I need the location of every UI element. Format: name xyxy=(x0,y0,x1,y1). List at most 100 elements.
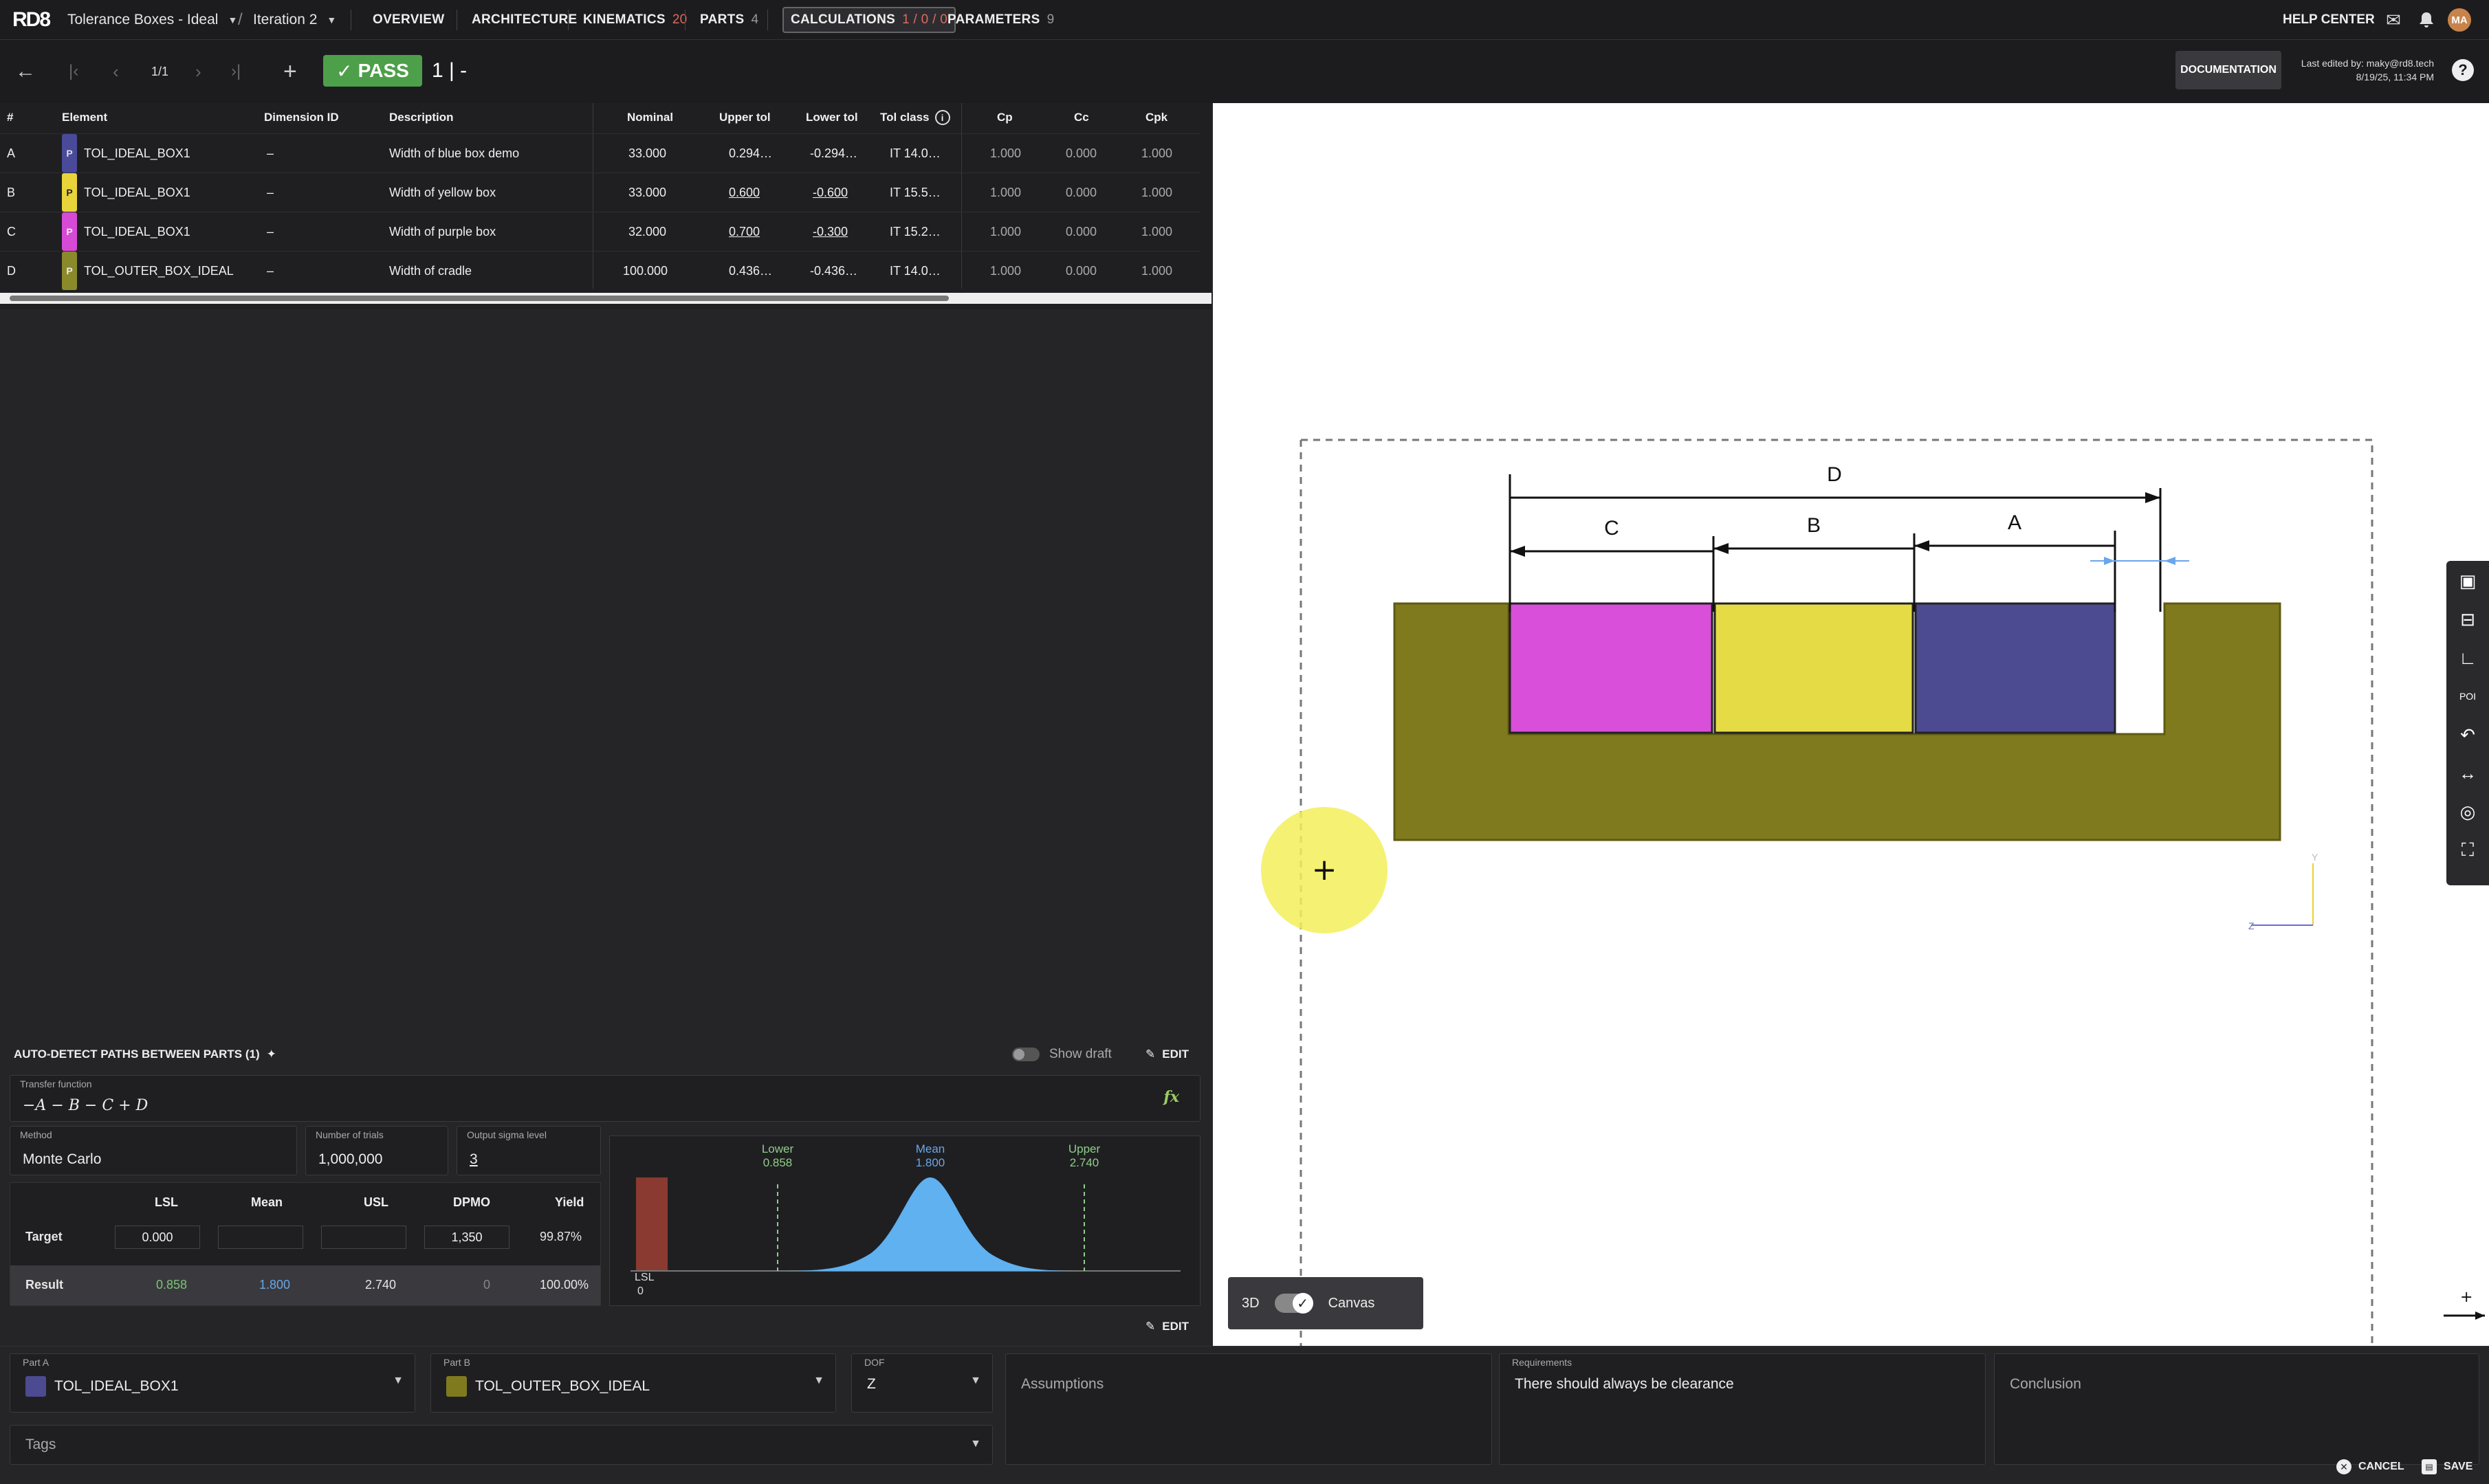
function-icon[interactable]: fx xyxy=(1163,1088,1179,1106)
add-icon[interactable]: + xyxy=(283,58,297,85)
dof-select[interactable]: DOF Z ▼ xyxy=(851,1353,993,1413)
help-center-link[interactable]: HELP CENTER xyxy=(2283,12,2375,27)
field-label: Number of trials xyxy=(316,1129,384,1140)
next-page-icon[interactable]: › xyxy=(195,60,201,82)
dimension-tool-icon[interactable]: ⊟ xyxy=(2460,608,2475,630)
requirements-field[interactable]: Requirements There should always be clea… xyxy=(1499,1353,1986,1465)
part-b-select[interactable]: Part B TOL_OUTER_BOX_IDEAL ▼ xyxy=(430,1353,836,1413)
result-row: Result 0.858 1.800 2.740 0 100.00% xyxy=(10,1265,600,1305)
edit-button[interactable]: ✎ EDIT xyxy=(1145,1313,1189,1340)
poi-tool-icon[interactable]: POI xyxy=(2459,691,2477,702)
project-selector[interactable]: Tolerance Boxes - Ideal ▼ xyxy=(67,0,237,40)
tol-class[interactable]: IT 14.0… xyxy=(890,146,941,160)
field-label: Transfer function xyxy=(20,1078,92,1089)
mail-icon[interactable]: ✉ xyxy=(2386,9,2401,30)
cancel-button[interactable]: ✕ CANCEL xyxy=(2336,1453,2404,1481)
help-icon[interactable]: ? xyxy=(2452,59,2474,81)
angle-tool-icon[interactable]: ∟ xyxy=(2459,647,2477,668)
target-mean-input[interactable] xyxy=(218,1226,303,1249)
transfer-function-field[interactable]: Transfer function −A − B − C + D fx xyxy=(10,1075,1200,1122)
stats-header: LSL xyxy=(155,1195,178,1209)
dimension-label-c: C xyxy=(1604,517,1619,540)
element-cell: P TOL_IDEAL_BOX1 xyxy=(62,173,190,212)
chevron-down-icon: ▼ xyxy=(327,14,337,25)
tol-class[interactable]: IT 15.5… xyxy=(890,185,941,199)
back-arrow-icon[interactable]: ← xyxy=(15,60,36,82)
mode-switch[interactable] xyxy=(1274,1293,1313,1314)
sigma-level-field[interactable]: Output sigma level 3 xyxy=(457,1126,601,1175)
mode-3d-label[interactable]: 3D xyxy=(1242,1295,1260,1311)
target-dpmo-input[interactable]: 1,350 xyxy=(424,1226,509,1249)
scrollbar-thumb[interactable] xyxy=(10,296,949,301)
dof-value: Z xyxy=(867,1376,876,1392)
tol-class[interactable]: IT 15.2… xyxy=(890,224,941,239)
upper-tol: 0.294… xyxy=(729,146,773,160)
target-usl-input[interactable] xyxy=(321,1226,406,1249)
cc: 0.000 xyxy=(1066,146,1097,160)
save-button[interactable]: ▤ SAVE xyxy=(2422,1453,2472,1481)
assumptions-placeholder: Assumptions xyxy=(1021,1376,1104,1392)
documentation-button[interactable]: DOCUMENTATION xyxy=(2175,51,2281,89)
conclusion-field[interactable]: Conclusion xyxy=(1994,1353,2479,1465)
tab-overview[interactable]: OVERVIEW xyxy=(373,0,444,40)
autodetect-paths-button[interactable]: AUTO-DETECT PATHS BETWEEN PARTS (1) ✦ xyxy=(14,1038,276,1071)
table-row[interactable]: D P TOL_OUTER_BOX_IDEAL – Width of cradle… xyxy=(0,251,1200,290)
stats-header: Mean xyxy=(251,1195,283,1209)
info-icon[interactable]: i xyxy=(934,110,950,125)
element-cell: P TOL_OUTER_BOX_IDEAL xyxy=(62,252,234,290)
tab-architecture[interactable]: ARCHITECTURE xyxy=(472,0,578,40)
toggle-switch[interactable] xyxy=(1012,1048,1040,1061)
horizontal-scrollbar[interactable] xyxy=(0,293,1211,304)
upper-tol[interactable]: 0.600 xyxy=(729,185,760,199)
view-mode-toggle[interactable]: 3D Canvas xyxy=(1228,1277,1423,1329)
trials-field[interactable]: Number of trials 1,000,000 xyxy=(305,1126,448,1175)
col-header[interactable]: Upper tol xyxy=(719,111,771,124)
undo-icon[interactable]: ↶ xyxy=(2460,724,2475,745)
iteration-selector[interactable]: Iteration 2 ▼ xyxy=(253,0,336,40)
app-logo[interactable]: RD8 xyxy=(12,8,51,31)
assumptions-field[interactable]: Assumptions xyxy=(1005,1353,1492,1465)
prev-page-icon[interactable]: ‹ xyxy=(113,60,119,82)
tol-class[interactable]: IT 14.0… xyxy=(890,263,941,278)
lower-tol[interactable]: -0.300 xyxy=(813,224,848,239)
col-header[interactable]: Nominal xyxy=(627,111,674,124)
show-draft-toggle[interactable]: Show draft xyxy=(1012,1038,1112,1071)
table-row[interactable]: B P TOL_IDEAL_BOX1 – Width of yellow box … xyxy=(0,173,1200,212)
screenshot-icon[interactable]: ◎ xyxy=(2459,801,2476,822)
col-header[interactable]: Dimension ID xyxy=(264,111,339,124)
tab-parts[interactable]: PARTS 4 xyxy=(700,0,758,40)
first-page-icon[interactable]: |‹ xyxy=(69,62,79,80)
part-a-select[interactable]: Part A TOL_IDEAL_BOX1 ▼ xyxy=(10,1353,415,1413)
upper-tol[interactable]: 0.700 xyxy=(729,224,760,239)
arrow-head xyxy=(1713,543,1729,554)
table-row[interactable]: A P TOL_IDEAL_BOX1 – Width of blue box de… xyxy=(0,133,1200,173)
col-header-tolclass[interactable]: Tol class i xyxy=(880,103,950,132)
tab-calculations[interactable]: CALCULATIONS 1 / 0 / 0 xyxy=(782,7,956,33)
edit-button[interactable]: ✎ EDIT xyxy=(1145,1038,1189,1071)
col-header[interactable]: Lower tol xyxy=(806,111,858,124)
target-lsl-input[interactable]: 0.000 xyxy=(115,1226,200,1249)
last-page-icon[interactable]: ›| xyxy=(231,62,241,80)
purple-box xyxy=(1509,602,1713,734)
nominal: 33.000 xyxy=(628,185,667,199)
tab-kinematics[interactable]: KINEMATICS 20 xyxy=(583,0,688,40)
chevron-down-icon: ▼ xyxy=(228,14,238,25)
requirements-value: There should always be clearance xyxy=(1515,1376,1734,1392)
tags-select[interactable]: Tags ▼ xyxy=(10,1425,993,1465)
cc: 0.000 xyxy=(1066,224,1097,239)
tab-parameters[interactable]: PARAMETERS 9 xyxy=(947,0,1054,40)
user-avatar[interactable]: MA xyxy=(2448,8,2471,32)
table-row[interactable]: C P TOL_IDEAL_BOX1 – Width of purple box … xyxy=(0,212,1200,251)
mode-canvas-label[interactable]: Canvas xyxy=(1328,1295,1375,1311)
method-field[interactable]: Method Monte Carlo xyxy=(10,1126,297,1175)
col-header[interactable]: Element xyxy=(62,111,108,124)
lower-tol[interactable]: -0.600 xyxy=(813,185,848,199)
canvas-viewer[interactable]: D C B A + Y Z + xyxy=(1213,103,2489,1346)
fullscreen-icon[interactable]: ⛶ xyxy=(2461,839,2475,860)
measure-icon[interactable]: ↔ xyxy=(2459,762,2477,784)
col-header[interactable]: Description xyxy=(389,111,454,124)
conclusion-placeholder: Conclusion xyxy=(2010,1376,2081,1392)
image-icon[interactable]: ▣ xyxy=(2459,570,2477,591)
bell-icon[interactable] xyxy=(2415,0,2438,40)
autodetect-bar: AUTO-DETECT PATHS BETWEEN PARTS (1) ✦ Sh… xyxy=(0,1038,1211,1071)
